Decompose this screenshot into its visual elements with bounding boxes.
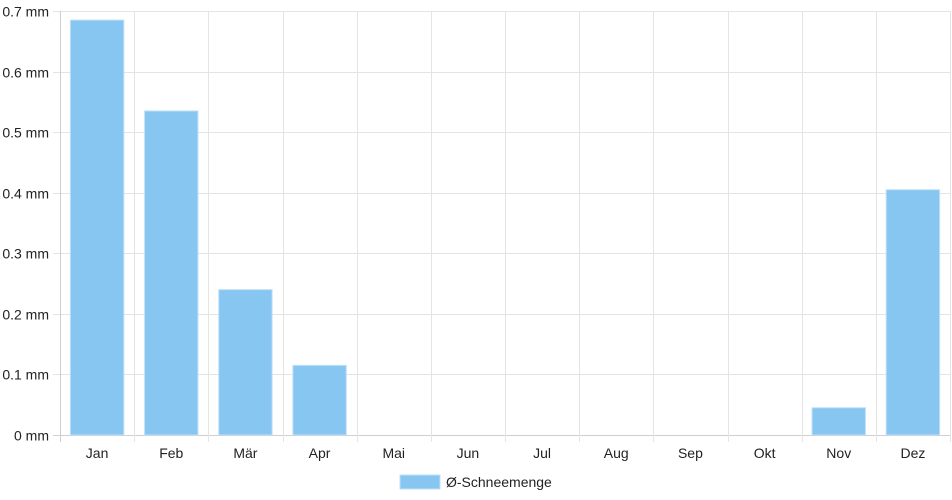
x-tick-label: Nov xyxy=(826,445,851,461)
x-tick-label: Jul xyxy=(533,445,551,461)
y-tick-label: 0.2 mm xyxy=(2,307,49,323)
bars xyxy=(69,19,941,436)
x-tick-label: Dez xyxy=(900,445,925,461)
x-tick-label: Jun xyxy=(457,445,480,461)
y-tick-label: 0 mm xyxy=(14,428,49,444)
y-tick-label: 0.6 mm xyxy=(2,65,49,81)
x-tick-label: Sep xyxy=(678,445,703,461)
x-tick-label: Apr xyxy=(309,445,331,461)
x-tick-label: Aug xyxy=(604,445,629,461)
y-tick-label: 0.1 mm xyxy=(2,367,49,383)
y-tick-label: 0.7 mm xyxy=(2,4,49,20)
y-tick-label: 0.5 mm xyxy=(2,125,49,141)
x-tick-label: Mai xyxy=(382,445,405,461)
bar[interactable] xyxy=(69,19,125,436)
legend-swatch xyxy=(399,474,441,490)
bar[interactable] xyxy=(144,110,199,436)
grid xyxy=(53,11,951,442)
legend-label: Ø-Schneemenge xyxy=(446,474,552,490)
x-tick-label: Okt xyxy=(754,445,776,461)
legend[interactable]: Ø-Schneemenge xyxy=(399,474,552,490)
y-tick-label: 0.4 mm xyxy=(2,186,49,202)
x-tick-label: Feb xyxy=(159,445,183,461)
bar[interactable] xyxy=(292,364,347,436)
y-tick-label: 0.3 mm xyxy=(2,246,49,262)
x-axis-ticks: Jan Feb Mär Apr Mai Jun Jul Aug Sep Okt Nov Dez xyxy=(86,445,926,461)
x-tick-label: Mär xyxy=(233,445,257,461)
bar[interactable] xyxy=(811,407,866,436)
x-tick-label: Jan xyxy=(86,445,109,461)
y-axis-ticks: 0 mm 0.1 mm 0.2 mm 0.3 mm 0.4 mm 0.5 mm 0.6 mm… xyxy=(2,4,49,444)
bar[interactable] xyxy=(218,289,273,436)
bar[interactable] xyxy=(885,189,941,436)
